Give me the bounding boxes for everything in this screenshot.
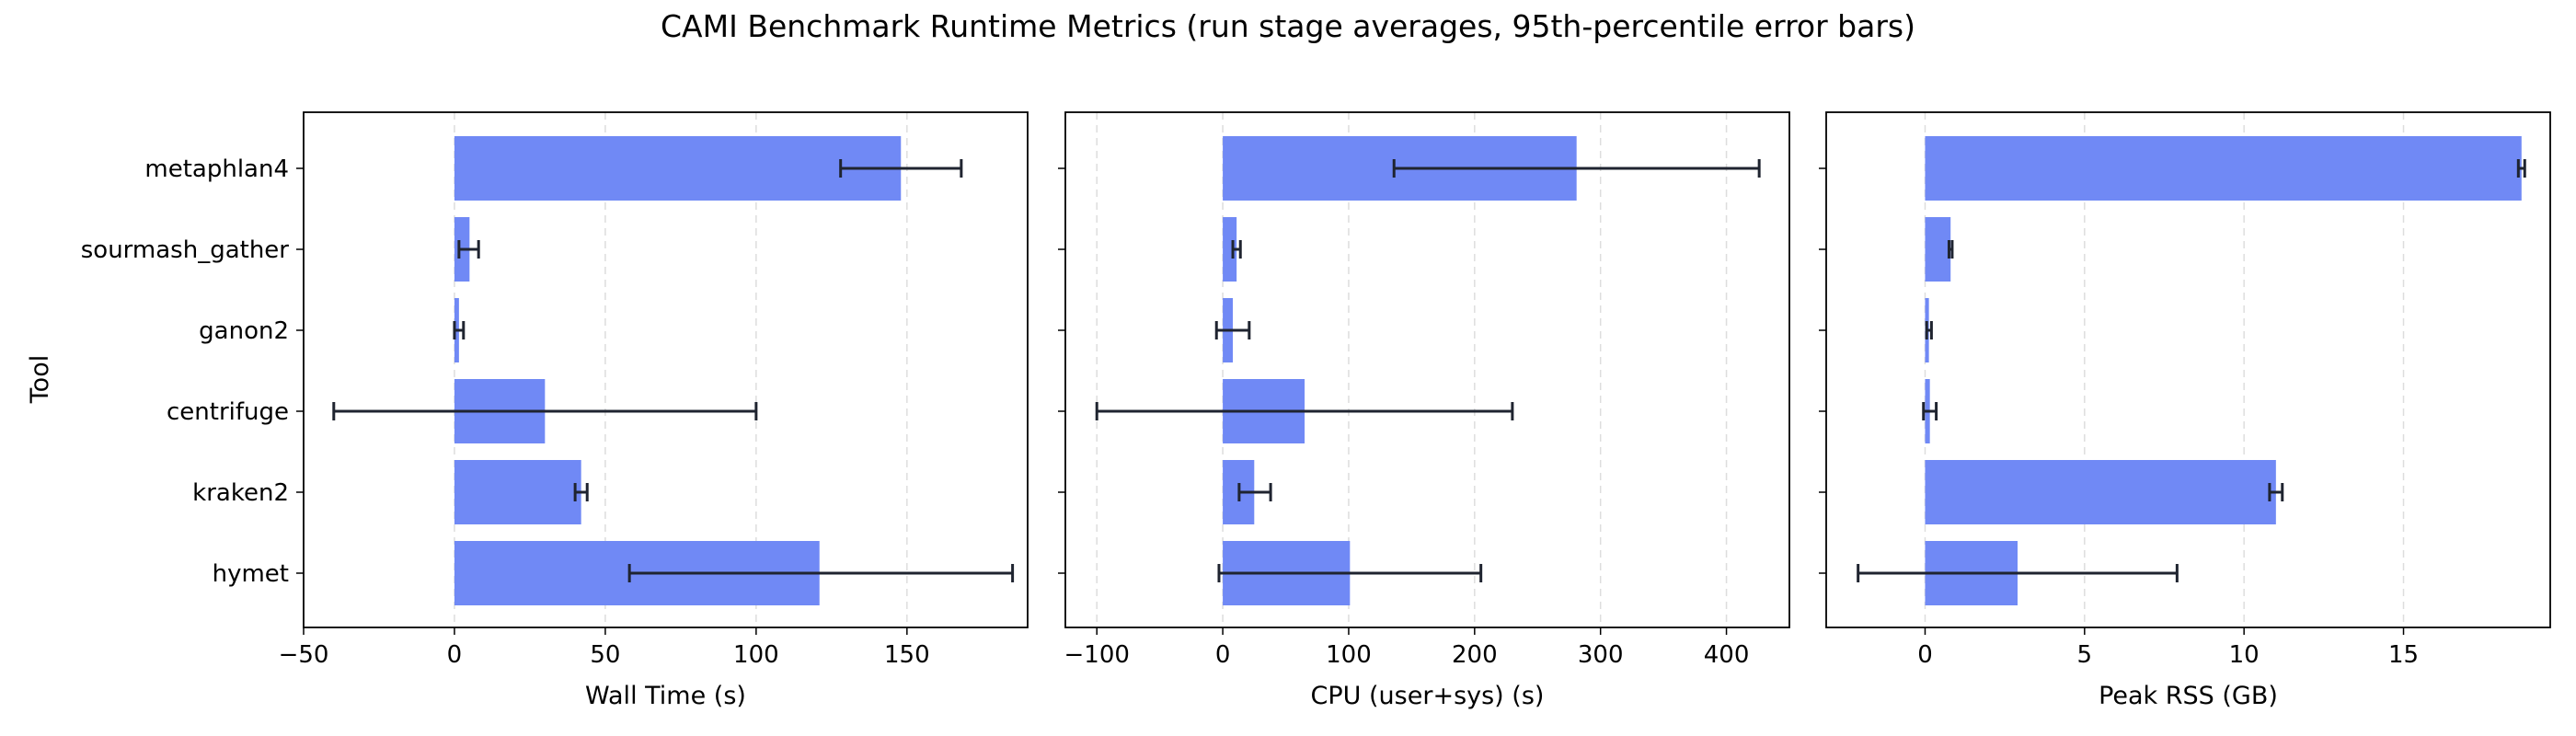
x-tick-label: −100 bbox=[1064, 641, 1130, 669]
x-tick-label: 10 bbox=[2229, 641, 2260, 669]
panel-cpu-time: −100 0 100 200 300 400 CPU (user+sys) (s) bbox=[1058, 111, 1790, 710]
x-tick-label: 100 bbox=[733, 641, 779, 669]
panel-wall-time: metaphlan4 sourmash_gather ganon2 centrifug… bbox=[81, 111, 1029, 710]
y-tick-label: ganon2 bbox=[199, 317, 289, 345]
bar-kraken2 bbox=[454, 460, 581, 524]
error-bar-ganon2 bbox=[453, 321, 466, 339]
bar-kraken2 bbox=[1925, 460, 2276, 524]
bar-metaphlan4 bbox=[1925, 136, 2522, 201]
x-tick-label: 150 bbox=[884, 641, 930, 669]
error-bar-kraken2 bbox=[1237, 483, 1272, 501]
error-bar-centrifuge bbox=[1922, 402, 1938, 420]
plot-frame bbox=[303, 111, 1029, 628]
error-bar-sourmash_gather bbox=[1231, 240, 1242, 259]
error-bar-ganon2 bbox=[1214, 321, 1251, 339]
figure-title: CAMI Benchmark Runtime Metrics (run stag… bbox=[661, 8, 1915, 44]
x-tick-label: 400 bbox=[1704, 641, 1750, 669]
error-bar-metaphlan4 bbox=[839, 159, 963, 178]
bar-metaphlan4 bbox=[454, 136, 902, 201]
x-tick-label: 300 bbox=[1578, 641, 1624, 669]
x-tick-label: 0 bbox=[447, 641, 463, 669]
bar-sourmash_gather bbox=[1925, 217, 1951, 282]
x-tick-label: 0 bbox=[1215, 641, 1231, 669]
error-bar-sourmash_gather bbox=[457, 240, 480, 259]
plot-frame bbox=[1064, 111, 1790, 628]
error-bar-kraken2 bbox=[573, 483, 589, 501]
plot-frame bbox=[1825, 111, 2551, 628]
bar-sourmash_gather bbox=[1223, 217, 1237, 282]
error-bar-hymet bbox=[1217, 564, 1483, 582]
error-bar-hymet bbox=[1857, 564, 2179, 582]
x-axis-label: CPU (user+sys) (s) bbox=[1311, 682, 1545, 710]
x-tick-label: 50 bbox=[590, 641, 620, 669]
error-bar-sourmash_gather bbox=[1947, 240, 1954, 259]
panel-peak-rss: 0 5 10 15 Peak RSS (GB) bbox=[1819, 111, 2551, 710]
error-bar-kraken2 bbox=[2268, 483, 2284, 501]
y-tick-label: centrifuge bbox=[167, 398, 289, 426]
x-tick-label: 5 bbox=[2077, 641, 2093, 669]
x-tick-label: 0 bbox=[1917, 641, 1933, 669]
y-tick-label: sourmash_gather bbox=[81, 236, 290, 264]
error-bar-centrifuge bbox=[332, 402, 758, 420]
x-axis-label: Peak RSS (GB) bbox=[2099, 682, 2278, 710]
error-bar-hymet bbox=[627, 564, 1015, 582]
y-axis-label: Tool bbox=[26, 355, 54, 404]
x-tick-label: 100 bbox=[1326, 641, 1372, 669]
y-tick-label: kraken2 bbox=[192, 479, 289, 507]
y-tick-label: metaphlan4 bbox=[144, 155, 289, 183]
y-tick-label: hymet bbox=[213, 560, 289, 588]
error-bar-centrifuge bbox=[1095, 402, 1514, 420]
x-tick-label: 200 bbox=[1452, 641, 1498, 669]
x-tick-label: −50 bbox=[279, 641, 329, 669]
x-tick-label: 15 bbox=[2388, 641, 2419, 669]
error-bar-ganon2 bbox=[1925, 321, 1933, 339]
x-axis-label: Wall Time (s) bbox=[585, 682, 746, 710]
error-bar-metaphlan4 bbox=[2516, 159, 2526, 178]
error-bar-metaphlan4 bbox=[1392, 159, 1761, 178]
